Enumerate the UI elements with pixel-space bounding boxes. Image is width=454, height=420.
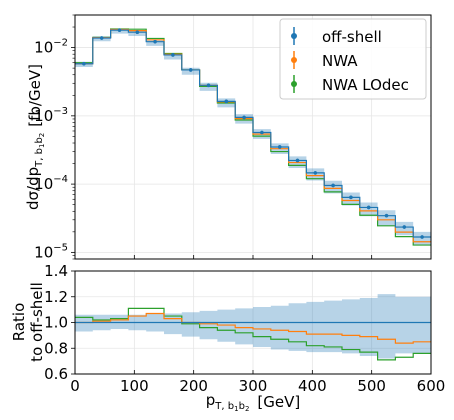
legend-label-off-shell: off-shell xyxy=(322,28,382,46)
x-tick-label: 100 xyxy=(120,377,149,395)
bottom-y-tick-label: 1.2 xyxy=(44,288,68,306)
bottom-y-tick-label: 0.6 xyxy=(44,365,68,383)
top-point-off-shell xyxy=(260,130,264,135)
top-panel-ticks: 10−2 10−3 10−4 10−5 xyxy=(34,14,432,261)
top-y-tick-label: 10−4 xyxy=(34,174,68,193)
x-axis-label: pT, b1b2 [GeV] xyxy=(206,391,300,413)
top-point-off-shell xyxy=(313,171,318,175)
bottom-panel-ticks: 0 100 200 300 400 500 600 0.6 0.8 1.0 1.2 1.4 xyxy=(44,262,445,395)
x-tick-label: 400 xyxy=(298,377,327,395)
legend-box xyxy=(279,18,427,100)
bottom-band-off-shell xyxy=(75,294,431,359)
x-tick-label: 300 xyxy=(239,377,268,395)
bottom-y-tick-label: 1.4 xyxy=(44,262,68,280)
bottom-line-nwa xyxy=(75,312,431,344)
x-tick-label: 500 xyxy=(357,377,386,395)
legend-item-nwa: NWA xyxy=(291,51,358,70)
x-tick-label: 200 xyxy=(179,377,208,395)
top-point-off-shell xyxy=(420,235,424,239)
top-point-off-shell xyxy=(188,68,193,72)
top-point-off-shell xyxy=(135,30,140,34)
top-y-tick-label: 10−2 xyxy=(34,38,68,57)
x-tick-label: 0 xyxy=(70,377,80,395)
top-point-off-shell xyxy=(366,205,371,210)
top-point-off-shell xyxy=(277,145,282,149)
legend: off-shell NWA NWA LOdec xyxy=(279,18,427,100)
bottom-y-axis-label-line2: to off-shell xyxy=(28,282,46,362)
bottom-y-tick-label: 1.0 xyxy=(44,314,68,332)
bottom-y-tick-label: 0.8 xyxy=(44,339,68,357)
top-y-tick-label: 10−5 xyxy=(34,242,68,261)
top-point-off-shell xyxy=(402,225,407,229)
bottom-panel-uncertainty-band xyxy=(75,294,431,359)
bottom-y-axis-label: Ratio xyxy=(10,303,28,342)
top-point-off-shell xyxy=(153,39,157,44)
top-point-off-shell xyxy=(242,115,246,120)
top-panel-data-points xyxy=(82,28,424,239)
x-tick-label: 600 xyxy=(417,377,446,395)
bottom-panel-series xyxy=(75,307,431,361)
top-point-off-shell xyxy=(99,36,104,40)
legend-label-nwa-lodec: NWA LOdec xyxy=(322,76,409,94)
bottom-line-nwa-lodec xyxy=(75,307,431,361)
top-point-off-shell xyxy=(171,53,175,57)
top-point-off-shell xyxy=(206,83,211,88)
top-point-off-shell xyxy=(349,195,353,200)
top-point-off-shell xyxy=(82,61,86,66)
legend-item-off-shell: off-shell xyxy=(291,27,382,46)
top-y-axis-label: dσ/dpT, b1b2[fb/GeV] xyxy=(24,64,46,210)
top-point-off-shell xyxy=(331,183,335,188)
top-point-off-shell xyxy=(384,213,389,218)
top-point-off-shell xyxy=(224,99,229,104)
top-point-off-shell xyxy=(117,28,122,32)
top-y-tick-label: 10−3 xyxy=(34,106,68,125)
top-panel-grid xyxy=(74,15,432,259)
legend-label-nwa: NWA xyxy=(322,52,358,70)
top-point-off-shell xyxy=(295,158,300,163)
legend-item-nwa-lodec: NWA LOdec xyxy=(291,75,409,94)
